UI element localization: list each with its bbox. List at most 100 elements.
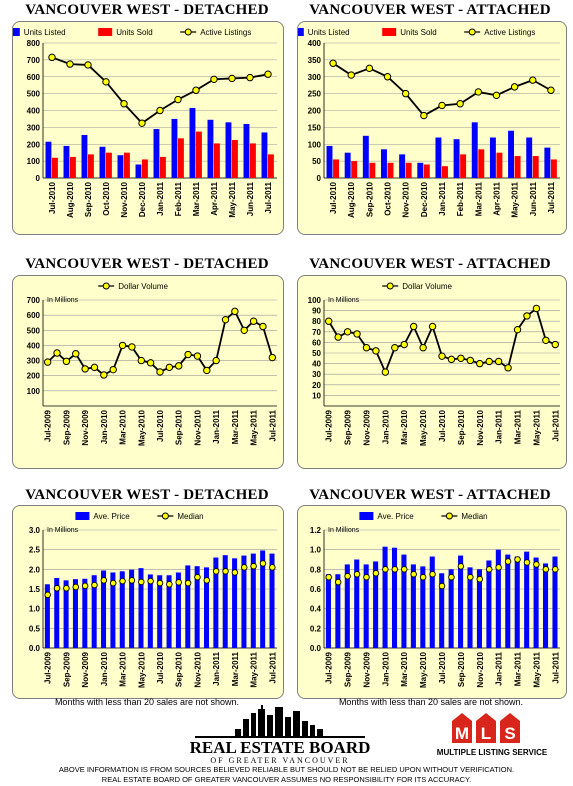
x-tick-label: Apr-2011 <box>210 181 219 215</box>
y-tick-label: 0 <box>317 174 322 183</box>
chart-legend: Dollar Volume <box>98 282 169 291</box>
median-point-1 <box>44 591 51 599</box>
line-point-21 <box>513 325 522 334</box>
y-tick-label: 1.5 <box>29 585 41 594</box>
x-tick-label: Sep-2010 <box>175 409 184 445</box>
line-point-6 <box>138 119 146 127</box>
chart-panel-4: 10 20 30 40 50 60 70 80 90 100 In Millions Jul-2009… <box>297 275 567 469</box>
legend-label-1: Ave. Price <box>377 512 414 521</box>
x-tick-label: Jul-2010 <box>156 409 165 442</box>
bar-ave-price-3 <box>63 580 69 648</box>
x-tick-label: Nov-2010 <box>193 651 202 687</box>
line-point-24 <box>542 336 550 344</box>
line-point-4 <box>102 78 110 86</box>
x-tick-label: Jul-2011 <box>268 651 277 683</box>
median-point-3 <box>63 584 70 592</box>
bar-units-sold-7 <box>442 166 448 178</box>
line-point-1 <box>48 53 56 62</box>
y-tick-label: 300 <box>27 123 41 132</box>
legend-label-2: Median <box>461 512 487 521</box>
bar-ave-price-5 <box>363 564 369 648</box>
y-tick-label: 300 <box>27 357 41 366</box>
legend-label-2: Median <box>177 512 203 521</box>
chart-svg-1: 0 100 200 300 400 500 600 700 800 Jul-2010 Aug-201… <box>13 28 277 218</box>
x-tick-label: Mar-2011 <box>514 651 523 686</box>
chart-panel-1: 0 100 200 300 400 500 600 700 800 Jul-2010 Aug-201… <box>12 21 284 235</box>
y-tick-label: 3.0 <box>29 526 41 535</box>
bar-units-listed-1 <box>45 141 52 178</box>
mls-letter-s: S <box>504 724 515 743</box>
x-tick-label: Jan-2010 <box>100 409 109 444</box>
line-point-4 <box>72 350 80 358</box>
median-point-6 <box>91 581 98 589</box>
line-point-12 <box>246 73 254 82</box>
chart-svg-5: 0.0 0.5 1.0 1.5 2.0 2.5 3.0 In Millions Jul-2009… <box>29 512 277 688</box>
x-tick-label: Nov-2010 <box>476 651 485 687</box>
x-tick-label: Aug-2010 <box>66 181 75 218</box>
line-point-2 <box>347 71 355 79</box>
line-point-2 <box>334 333 342 341</box>
line-point-11 <box>419 344 427 352</box>
x-tick-label: Jul-2011 <box>551 651 560 683</box>
line-point-13 <box>438 352 446 360</box>
line-point-10 <box>492 91 501 100</box>
real-estate-board-logo: REAL ESTATE BOARD OF GREATER VANCOUVER <box>190 705 370 765</box>
line-point-4 <box>383 73 392 81</box>
median-point-14 <box>448 573 455 581</box>
legend-label-1: Dollar Volume <box>402 282 452 291</box>
chart-svg-3: 100 200 300 400 500 600 700 In Millions Jul-2009… <box>27 282 278 446</box>
median-point-4 <box>353 570 361 578</box>
bar-units-listed-3 <box>362 135 369 178</box>
median-point-24 <box>542 566 550 573</box>
bar-units-listed-7 <box>435 137 442 178</box>
bar-ave-price-7 <box>382 546 388 648</box>
bar-units-sold-6 <box>142 159 148 178</box>
x-tick-label: Nov-2009 <box>362 651 371 687</box>
line-point-25 <box>268 353 277 362</box>
median-point-20 <box>504 558 512 565</box>
y-tick-label: 70 <box>312 328 321 337</box>
line-point-17 <box>193 352 202 360</box>
x-tick-label: Jan-2011 <box>156 181 165 215</box>
line-point-1 <box>329 59 337 67</box>
median-point-17 <box>476 575 484 583</box>
x-tick-label: Nov-2009 <box>362 409 371 445</box>
x-tick-label: Jul-2009 <box>325 409 334 442</box>
chart-legend: Dollar Volume <box>382 282 453 291</box>
bar-units-listed-4 <box>99 146 106 178</box>
x-tick-label: Nov-2009 <box>81 651 90 687</box>
chart-panel-3: 100 200 300 400 500 600 700 In Millions Jul-2009… <box>12 275 284 469</box>
line-point-7 <box>156 106 164 115</box>
bar-ave-price-11 <box>138 568 144 648</box>
y-tick-label: 200 <box>27 140 41 149</box>
median-point-11 <box>138 578 145 586</box>
median-point-19 <box>495 564 502 571</box>
y-tick-label: 400 <box>27 341 41 350</box>
line-point-19 <box>494 357 503 366</box>
bar-units-listed-13 <box>544 147 551 178</box>
bar-units-sold-1 <box>333 159 340 178</box>
bar-units-sold-2 <box>351 161 358 178</box>
bar-ave-price-2 <box>54 577 60 648</box>
median-point-15 <box>175 579 182 586</box>
bar-ave-price-18 <box>486 560 492 648</box>
chart-title-1: VANCOUVER WEST - DETACHED <box>25 2 269 18</box>
legend-label-1: Units Listed <box>308 28 350 37</box>
x-tick-label: Sep-2010 <box>457 409 466 445</box>
x-tick-label: Jul-2010 <box>48 181 57 214</box>
x-tick-label: May-2010 <box>137 409 146 446</box>
x-tick-label: Nov-2010 <box>120 181 129 217</box>
y-tick-label: 30 <box>312 370 321 379</box>
line-point-7 <box>100 371 108 379</box>
y-tick-label: 90 <box>312 307 321 316</box>
chart-legend: Ave. Price Median <box>75 512 204 521</box>
line-point-6 <box>372 347 380 355</box>
y-tick-label: 600 <box>27 311 41 320</box>
bar-units-sold-8 <box>178 138 184 178</box>
y-axis-label: In Millions <box>328 527 360 534</box>
y-tick-label: 350 <box>308 56 322 65</box>
median-point-16 <box>467 573 474 581</box>
line-point-10 <box>210 75 218 83</box>
y-tick-label: 20 <box>312 381 321 390</box>
line-point-9 <box>474 88 483 96</box>
